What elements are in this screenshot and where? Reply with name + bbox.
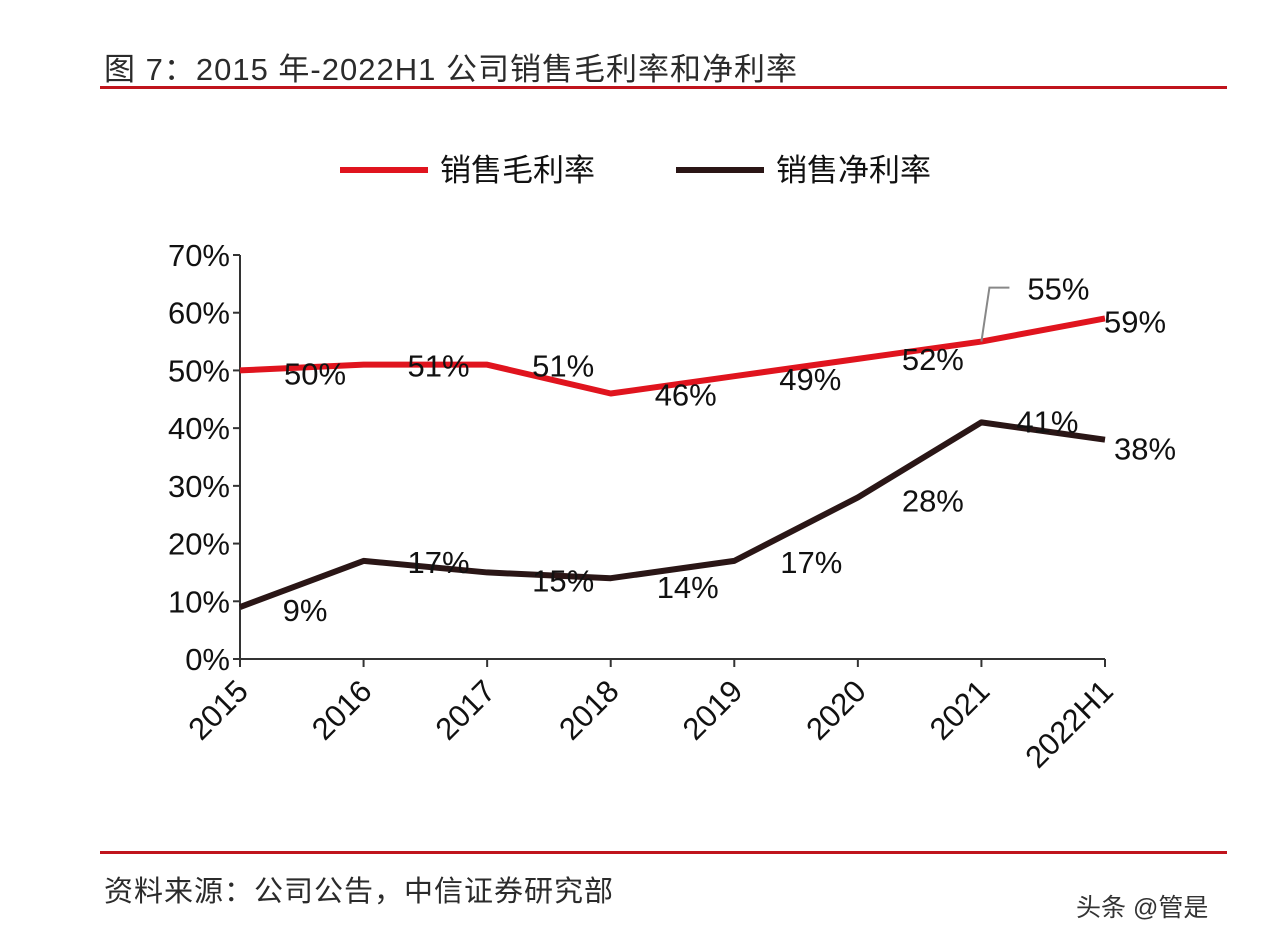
x-tick-label: 2021: [923, 673, 997, 747]
data-label: 15%: [532, 563, 594, 598]
y-tick-label: 30%: [168, 469, 230, 504]
data-label: 9%: [283, 593, 328, 628]
legend-label: 销售净利率: [776, 153, 931, 188]
figure-title: 图 7：2015 年-2022H1 公司销售毛利率和净利率: [104, 52, 798, 87]
y-tick-label: 70%: [168, 238, 230, 273]
data-label: 51%: [408, 349, 470, 384]
series-line-net-margin: [238, 419, 1106, 610]
source-divider: [100, 851, 1227, 854]
data-label: 49%: [779, 362, 841, 397]
data-label: 52%: [902, 342, 964, 377]
x-tick-label: 2022H1: [1018, 673, 1120, 775]
x-tick-label: 2017: [429, 673, 503, 747]
y-tick-label: 10%: [168, 584, 230, 619]
data-label: 17%: [780, 545, 842, 580]
data-label: 38%: [1114, 432, 1176, 467]
data-label: 59%: [1104, 304, 1166, 339]
series-line-gross-margin: [239, 315, 1106, 397]
x-tick-label: 2015: [181, 673, 255, 747]
label-leader-line: [980, 286, 1010, 342]
title-divider: [100, 86, 1227, 89]
data-label: 46%: [655, 378, 717, 413]
x-tick-label: 2016: [305, 673, 379, 747]
watermark: 头条 @管是: [1076, 894, 1209, 922]
data-label: 14%: [657, 570, 719, 605]
x-tick-label: 2018: [552, 673, 626, 747]
data-label: 55%: [1027, 272, 1089, 307]
data-label: 50%: [284, 356, 346, 391]
x-tick-label: 2019: [676, 673, 750, 747]
x-tick-label: 2020: [799, 673, 873, 747]
data-label: 17%: [408, 545, 470, 580]
y-tick-label: 20%: [168, 527, 230, 562]
source-note: 资料来源：公司公告，中信证券研究部: [104, 876, 615, 908]
y-tick-label: 50%: [168, 353, 230, 388]
y-tick-label: 40%: [168, 411, 230, 446]
data-label: 51%: [532, 349, 594, 384]
data-label: 41%: [1016, 404, 1078, 439]
y-tick-label: 60%: [168, 296, 230, 331]
y-tick-label: 0%: [185, 642, 230, 677]
legend-label: 销售毛利率: [440, 153, 595, 188]
data-label: 28%: [902, 483, 964, 518]
